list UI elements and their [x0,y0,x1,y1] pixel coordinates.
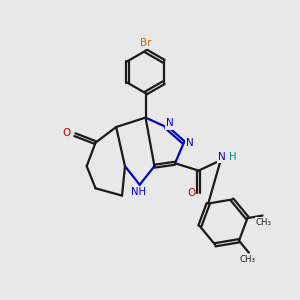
Text: N: N [186,138,194,148]
Text: N: N [218,152,226,162]
Text: N: N [166,118,174,128]
Text: Br: Br [140,38,151,47]
Text: O: O [187,188,195,198]
Text: H: H [229,152,237,162]
Text: O: O [62,128,71,138]
Text: NH: NH [131,187,146,197]
Text: CH₃: CH₃ [239,254,255,263]
Text: CH₃: CH₃ [256,218,272,226]
